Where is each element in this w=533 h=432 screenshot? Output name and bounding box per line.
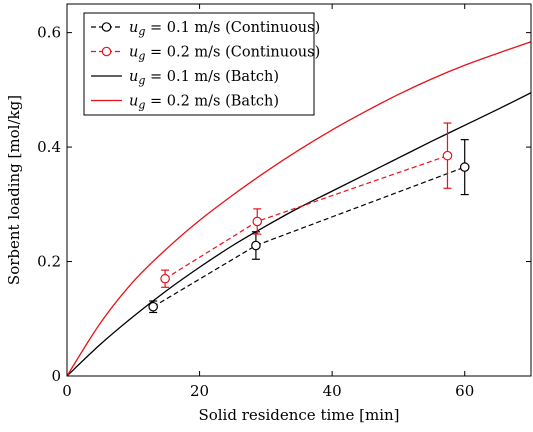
legend-var: u [129,20,138,36]
legend-rest: = 0.2 m/s (Continuous) [145,45,320,61]
series-0-dashed-line [152,166,465,308]
legend-item: ug = 0.1 m/s (Batch) [91,69,279,87]
legend-var: u [129,45,138,61]
series-1 [160,122,453,288]
data-point [252,216,263,227]
legend-var: u [129,94,138,110]
x-tick-label: 60 [455,382,474,400]
chart-marks [67,41,531,376]
data-point [148,301,158,312]
legend-rest: = 0.1 m/s (Batch) [145,69,279,85]
y-tick-label: 0.2 [37,253,61,271]
data-point [442,150,453,161]
legend-subscript: g [138,50,145,63]
legend-label: ug = 0.2 m/s (Batch) [129,94,279,112]
plot-frame [66,3,532,377]
y-axis-label: Sorbent loading [mol/kg] [5,95,23,285]
legend-item: ug = 0.2 m/s (Continuous) [91,45,320,63]
legend-swatch-marker [101,22,112,32]
legend-rest: = 0.2 m/s (Batch) [145,94,279,110]
legend-subscript: g [138,74,145,87]
data-point [251,240,261,251]
legend: ug = 0.1 m/s (Continuous)ug = 0.2 m/s (C… [83,12,320,116]
x-tick-label: 20 [190,382,209,400]
legend-item: ug = 0.2 m/s (Batch) [91,94,279,112]
y-tick-label: 0.4 [37,138,61,156]
legend-swatch-marker [101,46,112,57]
legend-box [83,12,315,116]
series-3-line [67,41,531,376]
series-1-dashed-line [164,155,448,280]
legend-var: u [129,69,138,85]
legend-rest: = 0.1 m/s (Continuous) [145,20,320,36]
legend-label: ug = 0.1 m/s (Batch) [129,69,279,87]
y-tick-label: 0.6 [37,24,61,42]
legend-label: ug = 0.2 m/s (Continuous) [129,45,320,63]
chart-axes: 0 20 40 60 0 0.2 0.4 0.6 Solid residence time [m… [5,3,532,424]
legend-subscript: g [138,25,145,38]
plot-area [67,41,531,376]
legend-item: ug = 0.1 m/s (Continuous) [91,20,320,38]
legend-subscript: g [138,99,145,112]
x-tick-label: 0 [62,382,72,400]
data-point [160,273,170,284]
y-tick-label: 0 [51,367,61,385]
x-axis-label: Solid residence time [min] [198,406,399,424]
series-0 [148,139,470,314]
data-point [459,162,470,172]
legend-label: ug = 0.1 m/s (Continuous) [129,20,320,38]
series-2-line [67,92,531,376]
x-tick-label: 40 [323,382,342,400]
